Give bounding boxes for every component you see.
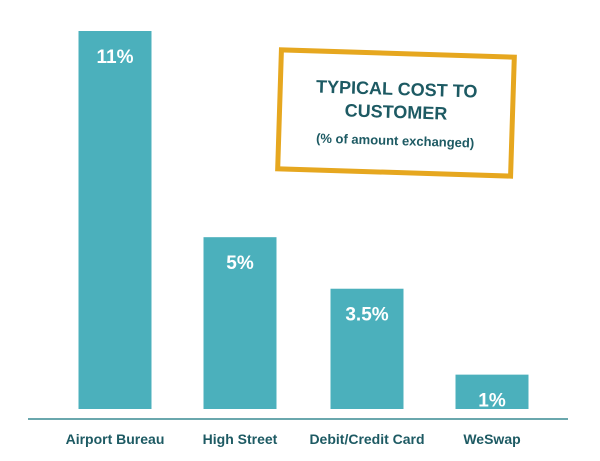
bar-high-street xyxy=(203,237,277,409)
bar-debit-credit-card xyxy=(330,288,404,409)
category-label-high-street: High Street xyxy=(203,431,278,447)
bar-airport-bureau xyxy=(78,31,152,409)
category-label-airport-bureau: Airport Bureau xyxy=(66,431,165,447)
chart-subtitle: (% of amount exchanged) xyxy=(315,130,475,151)
bar-weswap xyxy=(455,374,529,409)
value-label-debit-credit-card: 3.5% xyxy=(345,305,388,326)
category-labels-group: Airport Bureau High Street Debit/Credit Ca… xyxy=(66,431,521,447)
bars-group xyxy=(78,31,529,409)
value-label-weswap: 1% xyxy=(478,391,506,412)
chart-title: TYPICAL COST TO CUSTOMER xyxy=(315,76,478,124)
value-label-airport-bureau: 11% xyxy=(97,47,134,68)
value-labels-group: 11% 5% 3.5% 1% xyxy=(97,47,506,412)
category-label-debit-credit-card: Debit/Credit Card xyxy=(309,431,424,447)
category-label-weswap: WeSwap xyxy=(463,431,520,447)
value-label-high-street: 5% xyxy=(226,253,254,274)
chart-title-box: TYPICAL COST TO CUSTOMER (% of amount ex… xyxy=(275,47,517,179)
